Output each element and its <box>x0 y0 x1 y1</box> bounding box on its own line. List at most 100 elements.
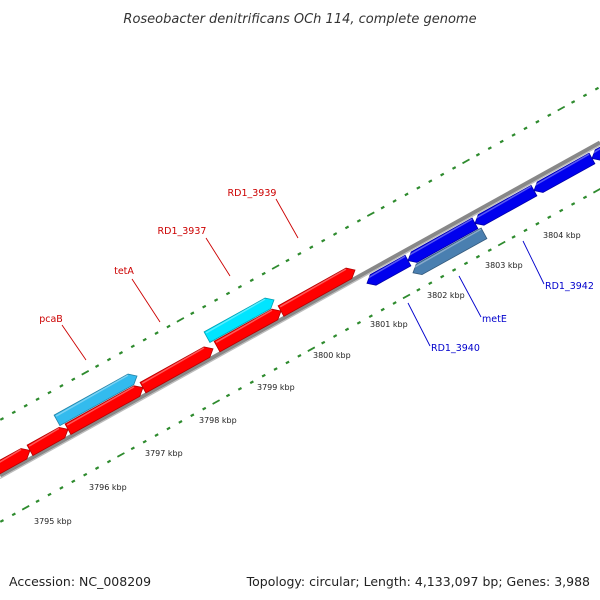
outer-ring-minor-tick <box>47 390 52 395</box>
outer-ring-minor-tick <box>475 152 481 157</box>
genome-summary-text: Topology: circular; Length: 4,133,097 bp… <box>246 574 590 589</box>
outer-ring-minor-tick <box>94 364 100 368</box>
gene-arrow-fwd-4-highlight <box>141 347 205 385</box>
outer-ring-minor-tick <box>356 218 362 223</box>
inner-ring-minor-tick <box>380 307 385 312</box>
inner-ring-minor-tick <box>273 367 278 371</box>
inner-ring-major-tick <box>21 505 30 511</box>
outer-ring-minor-tick <box>547 113 552 117</box>
scale-tick-labels: 3795 kbp 3796 kbp 3797 kbp 3798 kbp 3799 kbp… <box>34 231 581 526</box>
outer-ring-major-tick <box>366 211 375 217</box>
outer-ring-minor-tick <box>535 119 540 124</box>
outer-ring-minor-tick <box>332 232 338 236</box>
label-leader-teta <box>131 278 161 323</box>
scale-label-3800: 3800 kbp <box>313 351 351 360</box>
gene-labels: pcaB tetA RD1_3937 RD1_3939 RD1_3940 metE RD1_… <box>39 188 594 361</box>
outer-ring-minor-tick <box>23 403 28 408</box>
inner-ring-major-tick <box>402 293 411 300</box>
outer-ring-minor-tick <box>511 133 516 137</box>
inner-ring-major-tick <box>307 346 316 352</box>
inner-ring-minor-tick <box>11 512 16 517</box>
outer-ring-minor-tick <box>118 351 124 355</box>
gene-arrow-fwd-2-highlight <box>28 427 60 447</box>
gene-label-rd1-3942: RD1_3942 <box>545 281 594 292</box>
outer-ring-major-tick <box>271 264 280 270</box>
outer-ring-minor-tick <box>154 331 159 335</box>
outer-ring-minor-tick <box>35 397 40 401</box>
gene-arrow-fwd-6 <box>277 267 356 317</box>
gene-arrow-rev-5-highlight <box>590 148 600 155</box>
outer-ring-minor-tick <box>106 357 112 362</box>
outer-ring-minor-tick <box>416 185 421 190</box>
outer-ring-minor-tick <box>440 172 445 177</box>
inner-ring-minor-tick <box>428 281 433 286</box>
gene-arrow-fwd-6-highlight <box>279 268 347 308</box>
inner-ring-minor-tick <box>71 479 76 484</box>
inner-ring-minor-tick <box>59 486 64 490</box>
gene-arrow-fwd-5 <box>213 308 282 353</box>
outer-ring-minor-tick <box>380 205 385 210</box>
outer-ring-minor-tick <box>11 410 16 415</box>
outer-ring-minor-tick <box>285 258 290 263</box>
gene-arrow-fwd-1-highlight <box>0 448 22 463</box>
label-leader-mete <box>458 275 482 318</box>
inner-ring-minor-tick <box>440 274 445 279</box>
gene-arrow-rev-1-highlight <box>365 255 406 280</box>
outer-ring-minor-tick <box>166 324 171 329</box>
inner-ring-minor-tick <box>261 373 266 378</box>
inner-ring-minor-tick <box>225 393 231 398</box>
gene-label-mete: metE <box>482 314 507 325</box>
feature-bar-pcab <box>53 373 138 427</box>
inner-ring-major-tick <box>592 188 600 194</box>
inner-ring-minor-tick <box>487 248 492 252</box>
gene-label-pcab: pcaB <box>39 314 63 325</box>
outer-ring-minor-tick <box>0 417 5 421</box>
feature-bar-rd1-3937 <box>203 297 275 343</box>
backbone-highlight <box>0 144 600 480</box>
outer-ring-minor-tick <box>297 252 302 256</box>
gene-features <box>0 146 600 475</box>
outer-ring-minor-tick <box>451 166 457 170</box>
outer-ring-major-tick <box>81 370 90 376</box>
gene-arrow-fwd-3-highlight <box>66 386 135 426</box>
outer-ring-minor-tick <box>487 146 492 150</box>
label-leader-rd1-3937 <box>205 237 231 277</box>
inner-ring-minor-tick <box>511 235 516 239</box>
inner-ring-minor-tick <box>166 426 171 431</box>
outer-ring-minor-tick <box>428 179 433 184</box>
gene-arrow-fwd-1 <box>0 448 31 475</box>
outer-ring-minor-tick <box>59 384 64 388</box>
feature-bar-rd1-3937-highlight <box>205 298 266 334</box>
inner-ring-minor-tick <box>392 301 397 305</box>
outer-ring-minor-tick <box>392 199 397 203</box>
inner-ring-minor-tick <box>475 254 481 259</box>
outer-ring-minor-tick <box>594 86 600 91</box>
gene-label-rd1-3940: RD1_3940 <box>431 343 480 354</box>
inner-ring-minor-tick <box>332 334 338 338</box>
inner-ring-major-tick <box>497 240 506 247</box>
inner-ring-minor-tick <box>344 327 350 332</box>
outer-ring-major-tick <box>462 158 470 165</box>
scale-label-3797: 3797 kbp <box>145 449 183 458</box>
scale-label-3799: 3799 kbp <box>257 383 295 392</box>
inner-ring-minor-tick <box>142 439 147 444</box>
inner-ring-minor-tick <box>83 472 88 477</box>
outer-ring-minor-tick <box>202 304 207 309</box>
backbone-line <box>0 140 600 478</box>
label-leader-pcab <box>61 324 87 361</box>
outer-ring-minor-tick <box>321 238 326 243</box>
inner-ring-minor-tick <box>202 406 207 411</box>
scale-label-3802: 3802 kbp <box>427 291 465 300</box>
scale-label-3804: 3804 kbp <box>543 231 581 240</box>
inner-ring-minor-tick <box>535 221 540 226</box>
outer-ring-minor-tick <box>261 271 266 276</box>
gene-label-teta: tetA <box>114 266 134 277</box>
map-title: Roseobacter denitrificans OCh 114, compl… <box>123 12 476 27</box>
feature-bar-mete-highlight <box>411 228 482 270</box>
inner-ring-major-tick <box>116 452 125 458</box>
outer-ring-minor-tick <box>404 192 409 197</box>
gene-label-rd1-3937: RD1_3937 <box>158 226 207 237</box>
outer-ring-minor-tick <box>499 139 504 144</box>
